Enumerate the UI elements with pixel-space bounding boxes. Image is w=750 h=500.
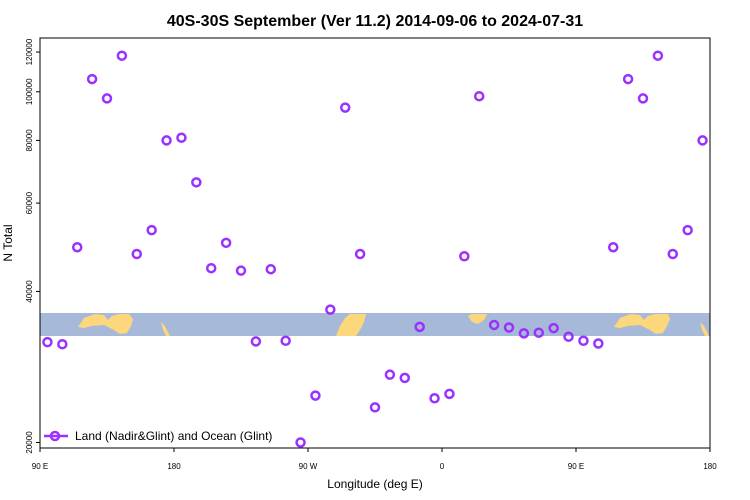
x-tick-label: 90 E bbox=[32, 462, 48, 471]
data-point bbox=[354, 248, 366, 260]
data-point bbox=[652, 50, 664, 61]
x-tick-label: 180 bbox=[167, 462, 181, 471]
data-point bbox=[295, 437, 306, 448]
data-point bbox=[459, 251, 470, 262]
y-tick-label: 20000 bbox=[25, 431, 34, 454]
legend-marker bbox=[49, 430, 61, 442]
y-tick-label: 60000 bbox=[25, 191, 34, 214]
data-point bbox=[280, 335, 291, 347]
data-point bbox=[548, 322, 559, 334]
data-point bbox=[325, 304, 336, 315]
y-tick-label: 40000 bbox=[25, 280, 34, 303]
data-point bbox=[116, 50, 128, 61]
data-point bbox=[369, 402, 381, 413]
data-point bbox=[607, 241, 619, 253]
map-strip bbox=[40, 313, 710, 336]
data-point bbox=[622, 73, 634, 85]
data-point bbox=[86, 73, 98, 85]
data-point bbox=[593, 338, 604, 349]
ocean-band bbox=[40, 313, 710, 336]
x-tick-label: 0 bbox=[440, 462, 445, 471]
data-point bbox=[414, 321, 425, 333]
legend: Land (Nadir&Glint) and Ocean (Glint) bbox=[44, 429, 272, 443]
data-point bbox=[488, 319, 500, 331]
data-point bbox=[444, 388, 455, 400]
data-point bbox=[176, 132, 187, 143]
data-point bbox=[503, 322, 515, 333]
data-point bbox=[131, 248, 143, 260]
x-axis: 90 E 180 90 W 0 90 E 180 bbox=[32, 448, 717, 471]
data-point bbox=[533, 327, 545, 338]
data-point bbox=[578, 335, 589, 347]
land-new-zealand-west bbox=[161, 322, 170, 336]
y-tick-label: 80000 bbox=[25, 129, 34, 152]
data-point bbox=[518, 328, 530, 339]
y-axis: 20000 40000 60000 80000 100000 120000 bbox=[25, 38, 40, 454]
data-point bbox=[399, 372, 411, 384]
land-south-america bbox=[336, 314, 366, 336]
data-point bbox=[161, 135, 172, 146]
data-point bbox=[205, 262, 217, 274]
y-tick-label: 120000 bbox=[25, 38, 34, 65]
data-point bbox=[191, 177, 202, 188]
legend-label: Land (Nadir&Glint) and Ocean (Glint) bbox=[75, 429, 272, 443]
data-point bbox=[101, 93, 113, 104]
data-point bbox=[71, 241, 83, 253]
data-point bbox=[57, 338, 68, 350]
land-shapes bbox=[78, 314, 709, 336]
data-point bbox=[384, 369, 396, 380]
data-point bbox=[235, 265, 247, 276]
chart-title: 40S-30S September (Ver 11.2) 2014-09-06 … bbox=[167, 13, 583, 30]
data-point bbox=[42, 336, 53, 348]
plot-frame bbox=[39, 37, 711, 449]
data-point bbox=[682, 224, 693, 236]
scatter-points bbox=[42, 50, 708, 448]
data-point bbox=[563, 331, 574, 342]
data-point bbox=[339, 102, 351, 113]
data-point bbox=[220, 237, 232, 249]
land-australia-east bbox=[614, 314, 670, 334]
x-tick-label: 180 bbox=[703, 462, 717, 471]
y-tick-label: 100000 bbox=[25, 78, 34, 105]
land-australia-west bbox=[78, 314, 133, 334]
data-point bbox=[637, 93, 649, 104]
data-point bbox=[146, 224, 157, 236]
x-tick-label: 90 W bbox=[299, 462, 318, 471]
data-point bbox=[697, 135, 708, 146]
x-tick-label: 90 E bbox=[568, 462, 584, 471]
data-point bbox=[473, 90, 485, 102]
data-point bbox=[310, 390, 321, 401]
data-point bbox=[265, 263, 277, 275]
land-south-africa bbox=[468, 314, 487, 324]
y-axis-label: N Total bbox=[1, 224, 15, 261]
x-axis-label: Longitude (deg E) bbox=[327, 477, 422, 491]
data-point bbox=[429, 393, 440, 404]
land-new-zealand-east bbox=[700, 322, 709, 336]
data-point bbox=[667, 248, 679, 260]
data-point bbox=[250, 336, 262, 347]
